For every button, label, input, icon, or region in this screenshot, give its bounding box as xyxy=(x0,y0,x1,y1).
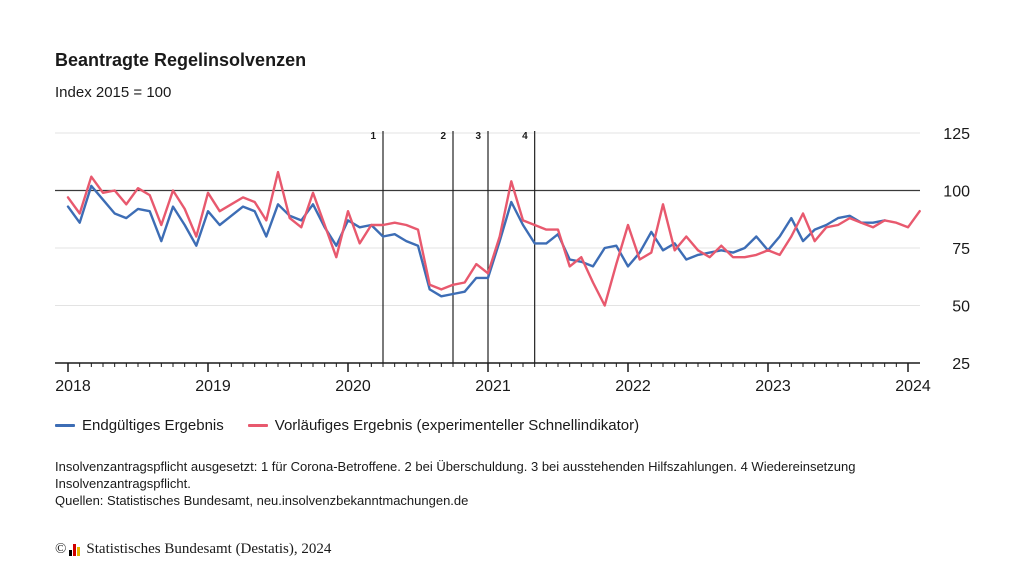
destatis-logo-icon xyxy=(69,543,81,556)
legend-item-final: Endgültiges Ergebnis xyxy=(55,417,224,434)
x-tick-label: 2020 xyxy=(335,378,371,395)
x-tick-label: 2022 xyxy=(615,378,651,395)
annotation-label: 4 xyxy=(522,131,528,142)
series-line-preliminary xyxy=(66,170,921,307)
legend-swatch-final xyxy=(55,424,75,427)
footnote: Insolvenzantragspflicht ausgesetzt: 1 fü… xyxy=(55,459,856,491)
copyright: © Statistisches Bundesamt (Destatis), 20… xyxy=(55,541,331,558)
x-tick-label: 2023 xyxy=(755,378,791,395)
annotation-label: 3 xyxy=(475,131,481,142)
line-chart: 25 50 75 100 125 2018 2019 2020 2021 2022 2023 2024… xyxy=(55,126,970,395)
legend-label-preliminary: Vorläufiges Ergebnis (experimenteller Sc… xyxy=(274,417,640,434)
series-line-final xyxy=(66,184,886,298)
y-tick-label: 125 xyxy=(943,126,970,143)
legend: Endgültiges Ergebnis Vorläufiges Ergebni… xyxy=(55,417,663,434)
legend-label-final: Endgültiges Ergebnis xyxy=(82,417,224,434)
y-tick-label: 50 xyxy=(952,299,970,316)
copyright-text: Statistisches Bundesamt (Destatis), 2024 xyxy=(86,541,332,557)
legend-item-preliminary: Vorläufiges Ergebnis (experimenteller Sc… xyxy=(247,417,640,434)
x-tick-label: 2019 xyxy=(195,378,231,395)
annotation-label: 2 xyxy=(440,131,446,142)
y-tick-label: 75 xyxy=(952,241,970,258)
x-tick-label: 2024 xyxy=(895,378,931,395)
annotation-label: 1 xyxy=(370,131,376,142)
x-tick-label: 2021 xyxy=(475,378,511,395)
chart-subtitle: Index 2015 = 100 xyxy=(55,84,172,101)
legend-swatch-preliminary xyxy=(247,424,268,427)
chart-notes: Insolvenzantragspflicht ausgesetzt: 1 fü… xyxy=(55,458,915,509)
source-note: Quellen: Statistisches Bundesamt, neu.in… xyxy=(55,493,469,508)
chart-title: Beantragte Regelinsolvenzen xyxy=(55,50,307,70)
x-tick-label: 2018 xyxy=(55,378,91,395)
copyright-symbol: © xyxy=(55,541,67,557)
y-tick-label: 25 xyxy=(952,356,970,373)
y-tick-label: 100 xyxy=(943,184,970,201)
